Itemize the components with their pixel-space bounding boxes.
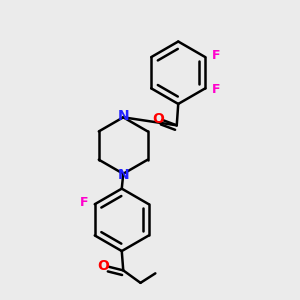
Text: N: N [117, 109, 129, 123]
Text: O: O [152, 112, 164, 126]
Text: F: F [80, 196, 88, 209]
Text: F: F [212, 49, 220, 62]
Text: O: O [98, 259, 109, 273]
Text: N: N [117, 168, 129, 182]
Text: F: F [212, 83, 220, 96]
